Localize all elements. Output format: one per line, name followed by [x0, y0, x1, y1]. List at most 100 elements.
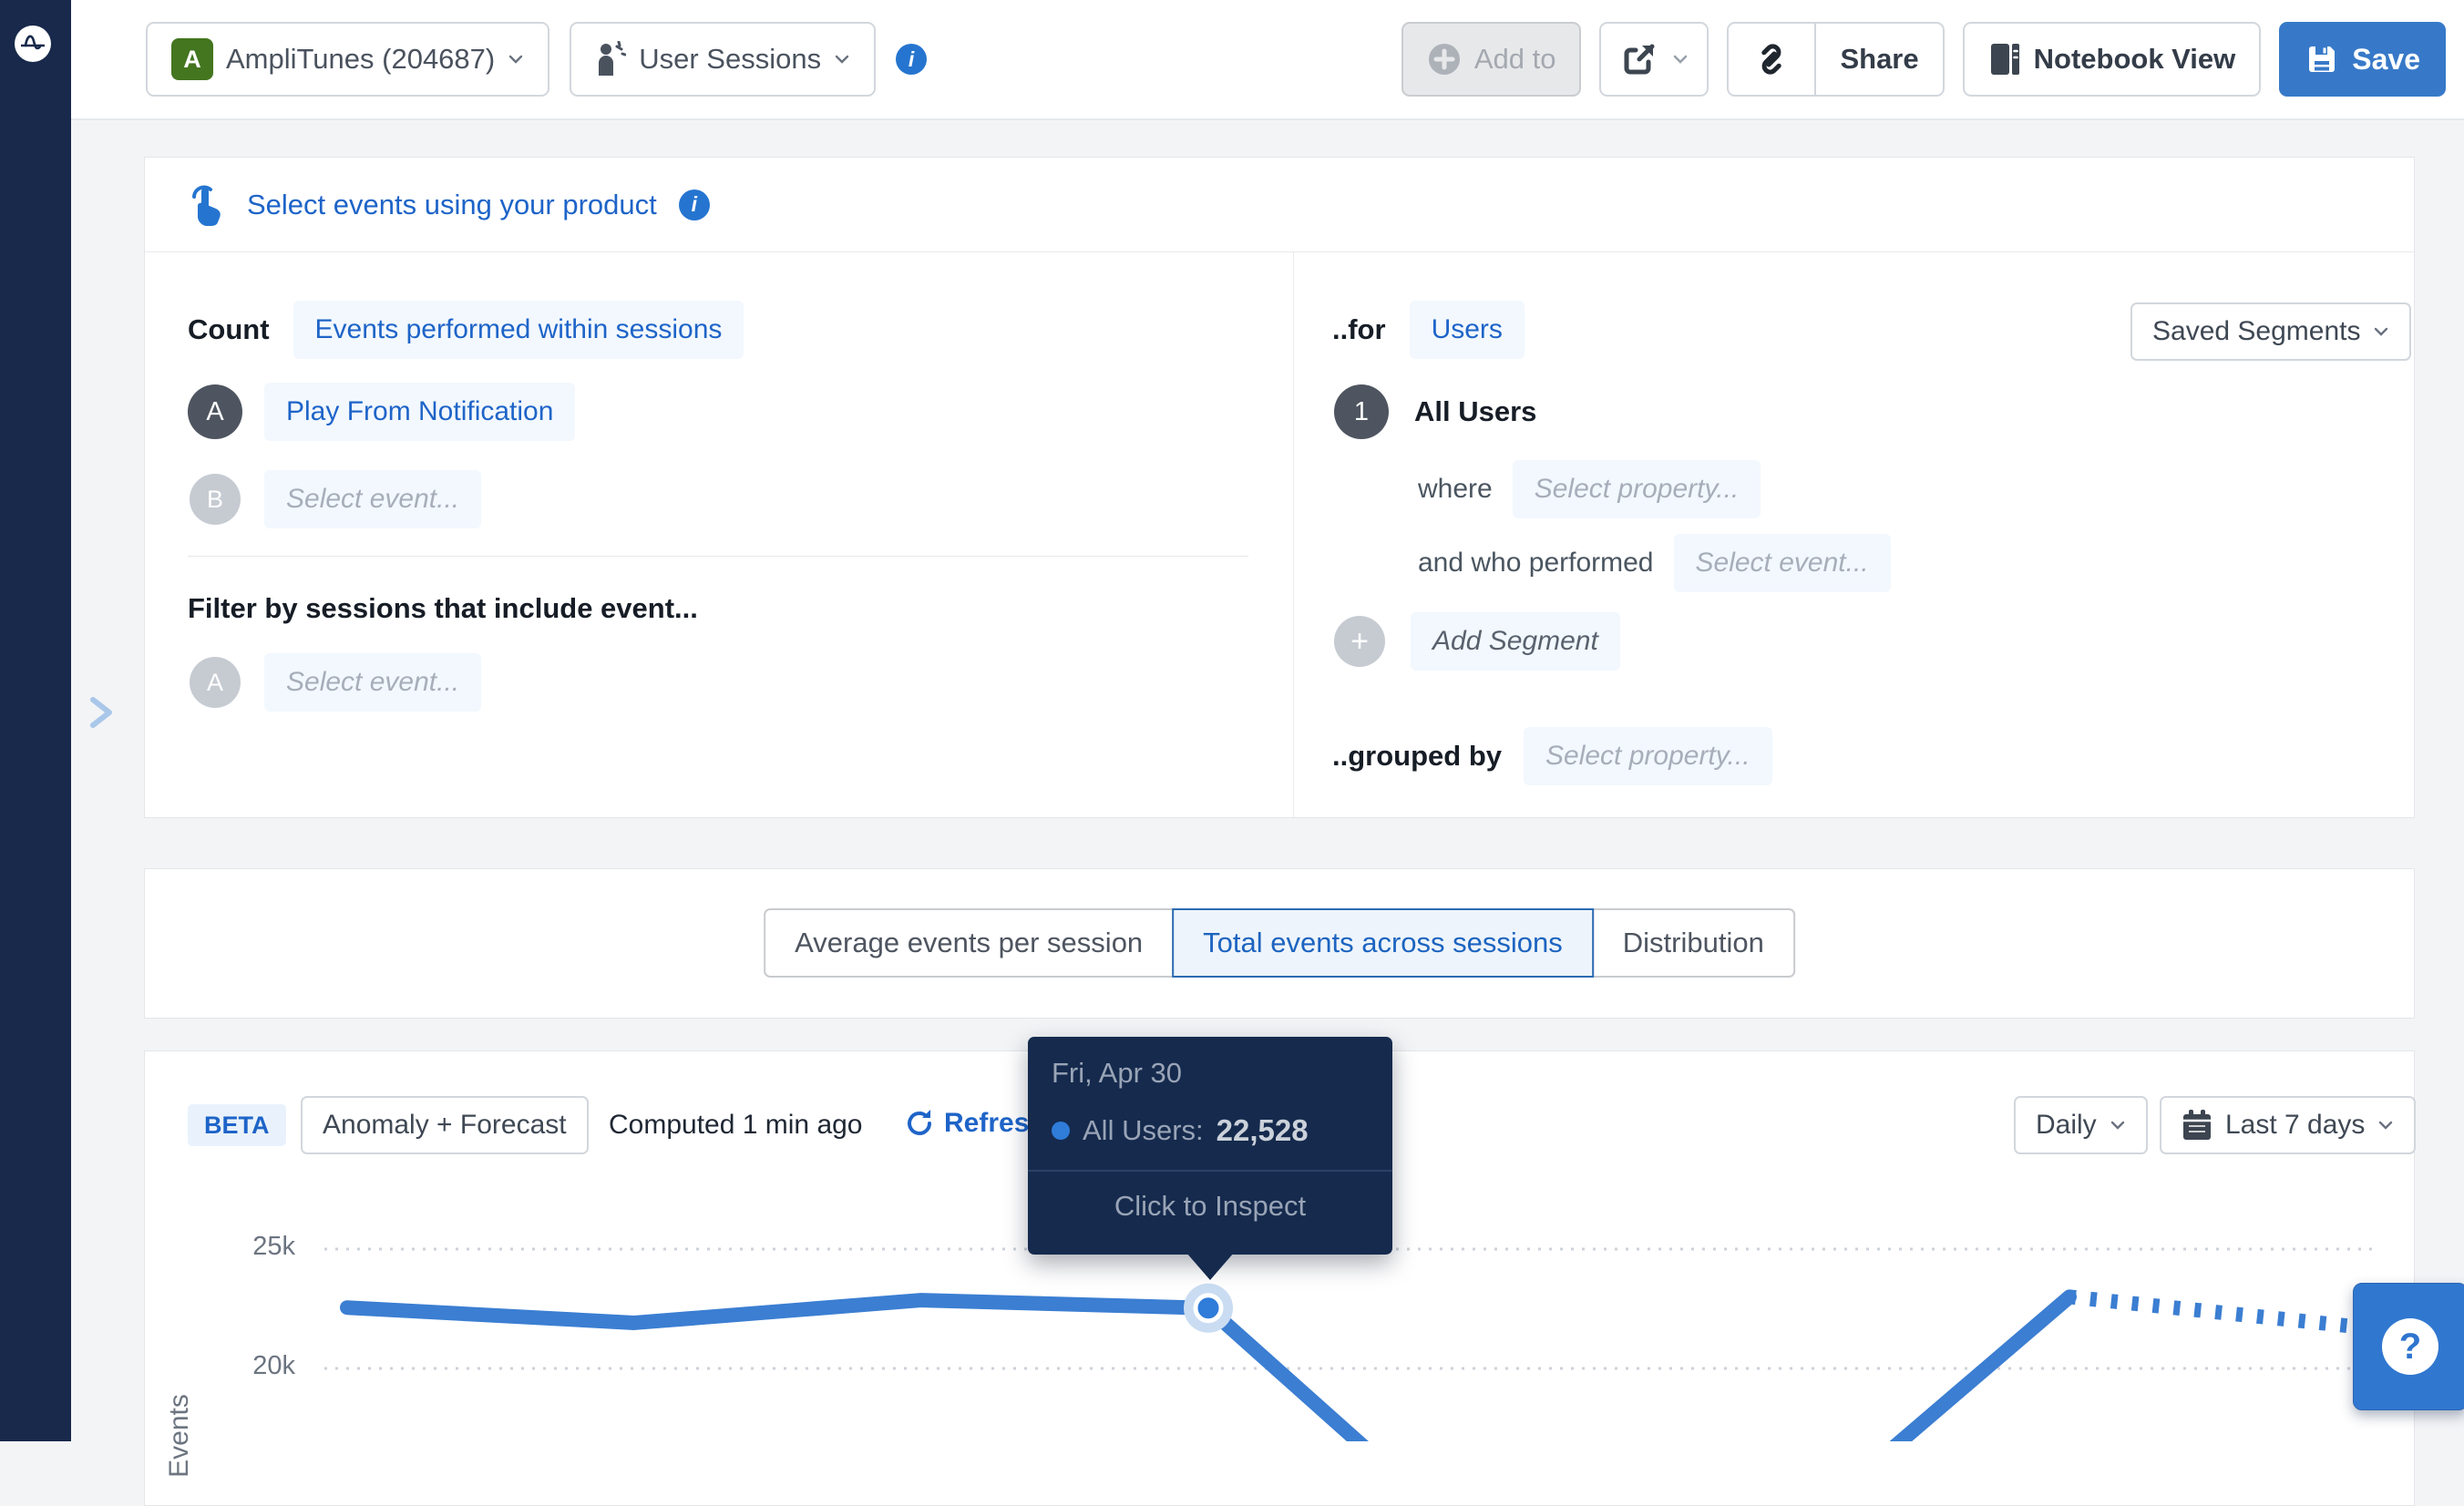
- share-button[interactable]: Share: [1814, 24, 1942, 95]
- builder-info-icon[interactable]: i: [678, 189, 710, 220]
- add-to-button[interactable]: Add to: [1401, 22, 1582, 97]
- chart-type-dropdown[interactable]: User Sessions: [570, 22, 877, 97]
- computed-status-text: Computed 1 min ago: [609, 1110, 863, 1140]
- date-range-label: Last 7 days: [2225, 1110, 2366, 1140]
- link-icon: [1761, 44, 1782, 75]
- segment-name: All Users: [1414, 395, 1537, 427]
- calendar-icon: [2183, 1110, 2211, 1140]
- user-sessions-icon: [599, 41, 627, 76]
- amplitude-logo[interactable]: [15, 26, 51, 62]
- grouped-by-property-chip[interactable]: Select property...: [1524, 727, 1772, 785]
- saved-segments-dropdown[interactable]: Saved Segments: [2130, 302, 2412, 361]
- filter-select-chip[interactable]: Select event...: [264, 653, 482, 712]
- save-floppy-icon: [2309, 46, 2336, 72]
- date-range-dropdown[interactable]: Last 7 days: [2160, 1096, 2417, 1154]
- tooltip-date: Fri, Apr 30: [1052, 1057, 1182, 1089]
- filter-event-row: A Select event...: [190, 653, 482, 712]
- filter-a-badge: A: [190, 657, 241, 708]
- for-label: ..for: [1332, 313, 1386, 345]
- project-dropdown[interactable]: A AmpliTunes (204687): [146, 22, 550, 97]
- save-button[interactable]: Save: [2279, 22, 2446, 97]
- anomaly-forecast-label: Anomaly + Forecast: [323, 1110, 567, 1140]
- notebook-view-label: Notebook View: [2033, 43, 2236, 75]
- segment-number-badge: 1: [1334, 384, 1389, 439]
- tooltip-click-to-inspect[interactable]: Click to Inspect: [1114, 1190, 1307, 1222]
- tab-average-events-per-session[interactable]: Average events per session: [764, 908, 1175, 978]
- add-segment-chip[interactable]: Add Segment: [1411, 612, 1620, 671]
- metric-tab-group: Average events per session Total events …: [764, 908, 1795, 978]
- export-dropdown-button[interactable]: [1599, 22, 1709, 97]
- performed-event-chip[interactable]: Select event...: [1673, 534, 1891, 592]
- tooltip-series-name: All Users:: [1083, 1114, 1204, 1146]
- chevron-down-icon: [2110, 1121, 2124, 1130]
- left-nav-rail: [0, 0, 71, 1441]
- share-label: Share: [1840, 43, 1919, 75]
- y-axis-title: Events: [164, 1394, 194, 1478]
- amplitude-a-icon: [21, 35, 45, 50]
- question-mark-icon: ?: [2382, 1318, 2438, 1375]
- column-divider: [1293, 252, 1294, 819]
- tap-hand-icon: [192, 184, 221, 226]
- performed-row: and who performed Select event...: [1418, 534, 1891, 592]
- chevron-down-icon: [835, 55, 849, 64]
- users-chip[interactable]: Users: [1409, 301, 1525, 359]
- where-row: where Select property...: [1418, 460, 1761, 518]
- chart-type-info-icon[interactable]: i: [896, 44, 928, 75]
- count-label: Count: [188, 313, 270, 345]
- granularity-dropdown[interactable]: Daily: [2014, 1096, 2148, 1154]
- project-badge: A: [171, 38, 213, 80]
- event-row-a: A Play From Notification: [188, 383, 576, 441]
- where-label: where: [1418, 474, 1493, 504]
- chevron-down-icon: [509, 55, 523, 64]
- query-builder-card: Select events using your product i: [144, 157, 2415, 819]
- segment-row: 1 All Users: [1334, 384, 1536, 439]
- share-button-group: Share: [1727, 22, 1945, 97]
- count-row: Count Events performed within sessions: [188, 301, 744, 359]
- event-b-badge: B: [190, 474, 241, 525]
- help-button[interactable]: ?: [2353, 1283, 2464, 1410]
- toolbar-right-group: Add to Share: [1401, 22, 2446, 97]
- event-row-b: B Select event...: [190, 470, 482, 528]
- refresh-link[interactable]: Refresh: [904, 1108, 1046, 1139]
- filter-heading: Filter by sessions that include event...: [188, 592, 698, 624]
- tooltip-divider: [1028, 1170, 1392, 1172]
- chevron-down-icon: [1674, 55, 1688, 64]
- panel-collapse-chevron-icon[interactable]: [86, 694, 118, 731]
- notebook-view-button[interactable]: Notebook View: [1962, 22, 2262, 97]
- y-tick-20k: 20k: [252, 1351, 295, 1380]
- chart-tooltip: Fri, Apr 30 All Users: 22,528 Click to I…: [1028, 1037, 1392, 1280]
- where-property-chip[interactable]: Select property...: [1512, 460, 1761, 518]
- add-segment-plus-icon[interactable]: +: [1334, 616, 1385, 667]
- count-metric-chip[interactable]: Events performed within sessions: [293, 301, 744, 359]
- event-b-select-chip[interactable]: Select event...: [264, 470, 482, 528]
- export-icon: [1624, 44, 1655, 75]
- project-name: AmpliTunes (204687): [226, 43, 496, 75]
- saved-segments-label: Saved Segments: [2152, 316, 2361, 346]
- tab-total-events-across-sessions[interactable]: Total events across sessions: [1172, 908, 1594, 978]
- plus-circle-icon: [1428, 44, 1460, 75]
- tooltip-arrow: [1186, 1253, 1234, 1280]
- tab-distribution[interactable]: Distribution: [1591, 908, 1795, 978]
- y-tick-25k: 25k: [252, 1232, 295, 1261]
- notebook-icon: [1990, 44, 2019, 75]
- metric-tabs-card: Average events per session Total events …: [144, 868, 2415, 1019]
- tooltip-series-row: All Users: 22,528: [1052, 1113, 1369, 1148]
- beta-badge: BETA: [188, 1104, 286, 1146]
- copy-link-button[interactable]: [1729, 24, 1814, 95]
- event-a-chip[interactable]: Play From Notification: [264, 383, 576, 441]
- refresh-icon: [908, 1110, 931, 1135]
- builder-title[interactable]: Select events using your product: [247, 188, 657, 220]
- anomaly-forecast-button[interactable]: Anomaly + Forecast: [301, 1096, 589, 1154]
- chart-type-name: User Sessions: [639, 43, 822, 75]
- grouped-by-row: ..grouped by Select property...: [1332, 727, 1772, 785]
- builder-divider: [188, 556, 1248, 557]
- series-color-dot: [1052, 1122, 1070, 1140]
- event-a-badge: A: [188, 384, 242, 439]
- grouped-by-label: ..grouped by: [1332, 740, 1502, 772]
- chevron-down-icon: [2375, 327, 2388, 336]
- granularity-label: Daily: [2036, 1110, 2097, 1140]
- for-row: ..for Users: [1332, 301, 1525, 359]
- tooltip-value: 22,528: [1216, 1113, 1309, 1147]
- performed-label: and who performed: [1418, 548, 1654, 578]
- chevron-down-icon: [2379, 1121, 2393, 1130]
